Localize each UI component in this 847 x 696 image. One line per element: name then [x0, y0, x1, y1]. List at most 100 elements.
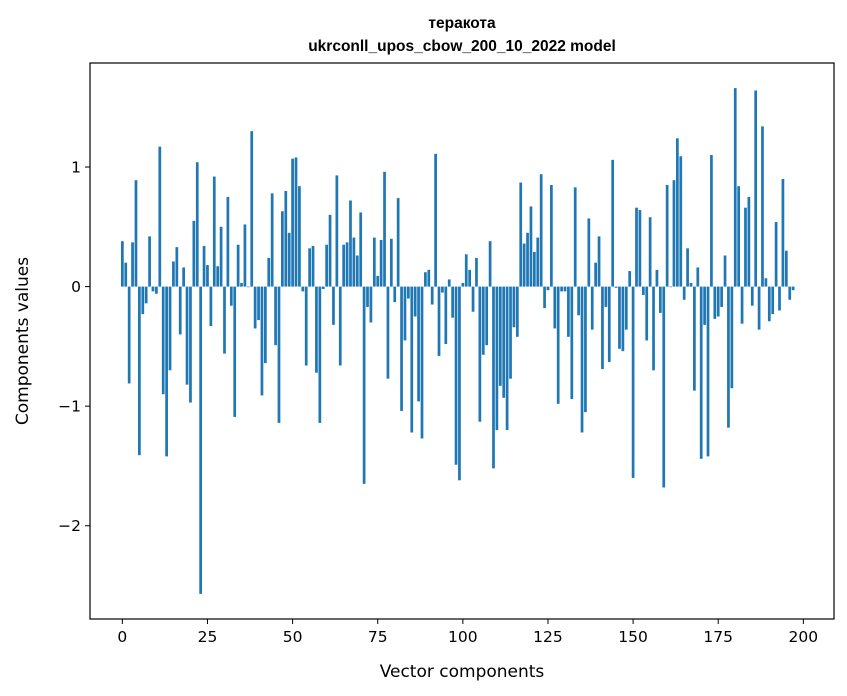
bar-140 [597, 236, 601, 287]
bar-117 [519, 182, 523, 287]
bar-71 [362, 286, 366, 484]
bar-26 [209, 286, 213, 327]
bar-126 [550, 184, 553, 287]
bar-87 [417, 286, 420, 402]
bar-107 [485, 286, 489, 346]
bar-154 [645, 286, 649, 341]
bar-127 [553, 286, 557, 329]
bar-57 [315, 286, 318, 373]
bar-16 [175, 247, 179, 287]
bar-193 [778, 286, 781, 311]
bar-25 [206, 265, 209, 287]
bar-192 [774, 222, 778, 287]
bar-38 [250, 131, 254, 287]
bar-66 [345, 242, 349, 287]
bar-141 [601, 286, 604, 370]
bar-69 [355, 255, 359, 287]
bar-50 [291, 158, 294, 287]
bar-190 [767, 286, 771, 322]
bar-47 [281, 211, 284, 287]
bar-34 [236, 244, 240, 287]
bar-108 [488, 241, 492, 287]
bar-23 [199, 286, 203, 594]
bar-91 [430, 286, 434, 305]
bar-90 [427, 269, 431, 287]
bar-139 [594, 262, 598, 287]
bar-19 [185, 286, 189, 385]
bar-186 [754, 90, 758, 287]
bar-99 [458, 286, 461, 481]
bar-82 [400, 286, 403, 411]
bar-84 [407, 286, 410, 299]
bar-124 [543, 286, 546, 309]
bar-28 [216, 266, 220, 287]
bar-53 [301, 286, 305, 292]
bar-101 [464, 254, 468, 287]
y-tick-label-3: 1 [71, 159, 81, 177]
bar-174 [713, 286, 717, 319]
bar-88 [420, 286, 424, 439]
y-tick-label-0: −2 [58, 517, 81, 535]
bar-39 [253, 286, 257, 329]
bar-22 [195, 162, 199, 287]
bar-92 [434, 153, 437, 287]
bar-119 [526, 232, 529, 287]
bar-191 [771, 286, 775, 315]
bar-36 [243, 224, 247, 287]
bar-64 [338, 286, 342, 366]
bar-147 [621, 286, 625, 352]
bar-118 [522, 243, 526, 287]
bar-130 [563, 286, 567, 292]
bar-58 [318, 286, 322, 423]
bar-75 [376, 275, 380, 287]
bar-143 [607, 286, 611, 362]
bar-129 [560, 286, 563, 292]
bar-163 [676, 138, 679, 287]
bar-114 [509, 286, 512, 379]
y-tick-label-2: 0 [71, 278, 81, 296]
bar-74 [372, 237, 376, 287]
bar-78 [386, 286, 390, 379]
bar-100 [461, 283, 465, 287]
bar-168 [693, 286, 696, 391]
bar-21 [192, 220, 196, 287]
bar-68 [352, 237, 356, 287]
bar-182 [740, 286, 744, 324]
bar-45 [274, 286, 277, 346]
bar-125 [546, 286, 550, 291]
bars-group [120, 88, 795, 594]
bar-197 [791, 286, 795, 291]
x-tick-label-200: 200 [789, 628, 819, 646]
bar-3 [131, 242, 134, 287]
bar-144 [611, 159, 615, 287]
bar-59 [321, 286, 325, 289]
bar-40 [257, 286, 260, 321]
bar-106 [481, 286, 485, 355]
bar-115 [512, 286, 516, 328]
bar-164 [679, 156, 683, 287]
bar-43 [267, 257, 271, 287]
bar-97 [451, 286, 454, 318]
bar-136 [584, 286, 587, 413]
bar-137 [587, 218, 591, 287]
bar-110 [495, 286, 499, 431]
bar-178 [727, 286, 730, 428]
bar-9 [151, 286, 155, 292]
bar-177 [723, 255, 727, 287]
y-axis-ticks: −2 −1 0 1 [58, 159, 90, 535]
bar-30 [223, 286, 226, 354]
bar-116 [515, 286, 519, 337]
bar-181 [737, 186, 741, 287]
bar-123 [539, 174, 543, 287]
bar-173 [710, 155, 713, 287]
bar-4 [134, 180, 138, 287]
bar-165 [682, 286, 686, 300]
bar-67 [349, 200, 352, 287]
bar-95 [444, 286, 448, 344]
bar-27 [212, 176, 216, 287]
bar-113 [505, 286, 509, 431]
bar-14 [168, 286, 172, 371]
bar-6 [141, 286, 145, 315]
bar-111 [498, 286, 502, 386]
